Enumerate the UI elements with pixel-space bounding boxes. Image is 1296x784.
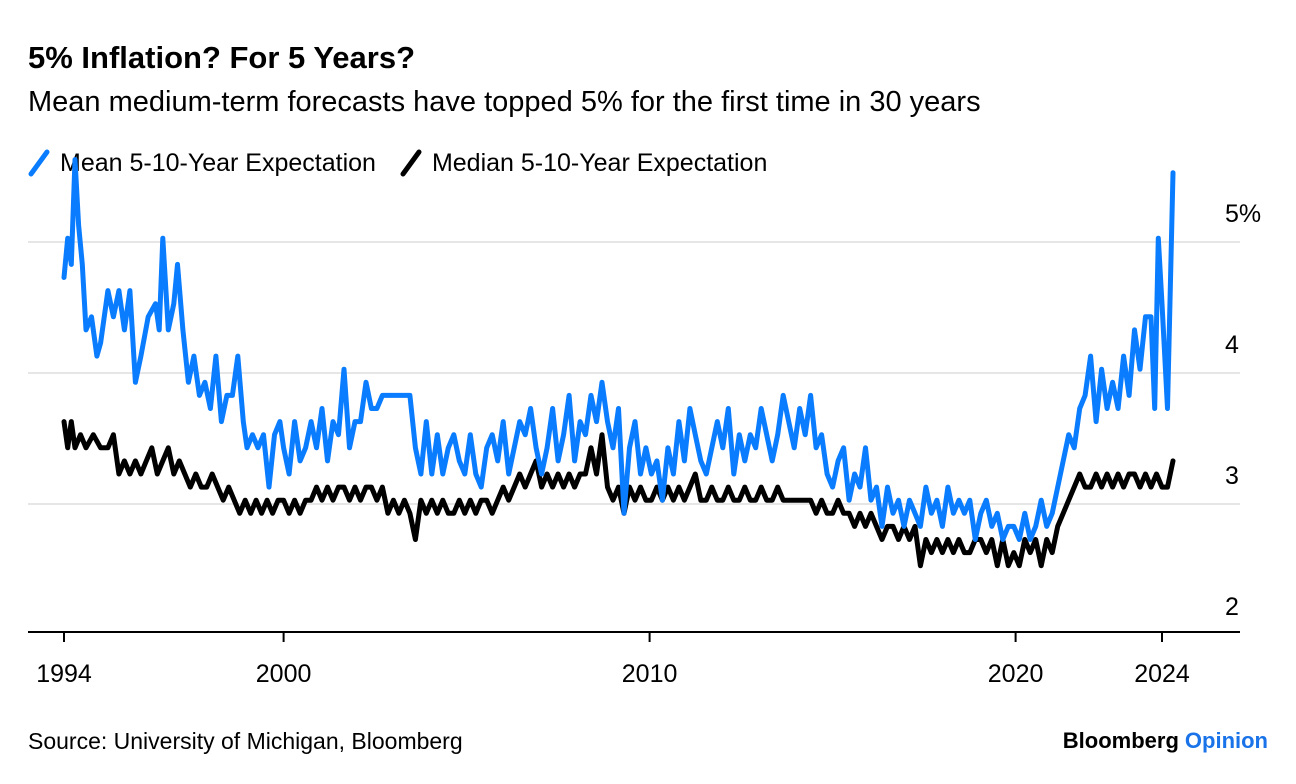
legend-item-mean: Mean 5-10-Year Expectation	[28, 148, 376, 178]
brand-section: Opinion	[1184, 728, 1268, 753]
legend: Mean 5-10-Year Expectation Median 5-10-Y…	[28, 148, 791, 178]
chart-subtitle: Mean medium-term forecasts have topped 5…	[28, 86, 981, 118]
legend-swatch-median	[400, 149, 422, 177]
legend-label-mean: Mean 5-10-Year Expectation	[60, 148, 376, 177]
source-note: Source: University of Michigan, Bloomber…	[28, 728, 463, 754]
brand-logo: Bloomberg Opinion	[1063, 728, 1268, 754]
legend-item-median: Median 5-10-Year Expectation	[400, 148, 767, 178]
x-tick-label-1994: 1994	[36, 660, 92, 688]
x-tick-label-2000: 2000	[256, 660, 312, 688]
x-tick-label-2010: 2010	[622, 660, 678, 688]
y-tick-label-4: 4	[1225, 331, 1239, 359]
series-line-mean	[61, 157, 1176, 542]
y-tick-label-3: 3	[1225, 462, 1239, 490]
series-line-median	[61, 419, 1176, 569]
chart-title: 5% Inflation? For 5 Years?	[28, 40, 416, 75]
x-tick-label-2020: 2020	[988, 660, 1044, 688]
y-tick-label-2: 2	[1225, 593, 1239, 621]
y-tick-label-5: 5%	[1225, 200, 1261, 228]
legend-label-median: Median 5-10-Year Expectation	[431, 148, 768, 177]
x-tick-label-2024: 2024	[1134, 660, 1190, 688]
legend-swatch-mean	[28, 149, 50, 177]
brand-name: Bloomberg	[1062, 728, 1179, 753]
